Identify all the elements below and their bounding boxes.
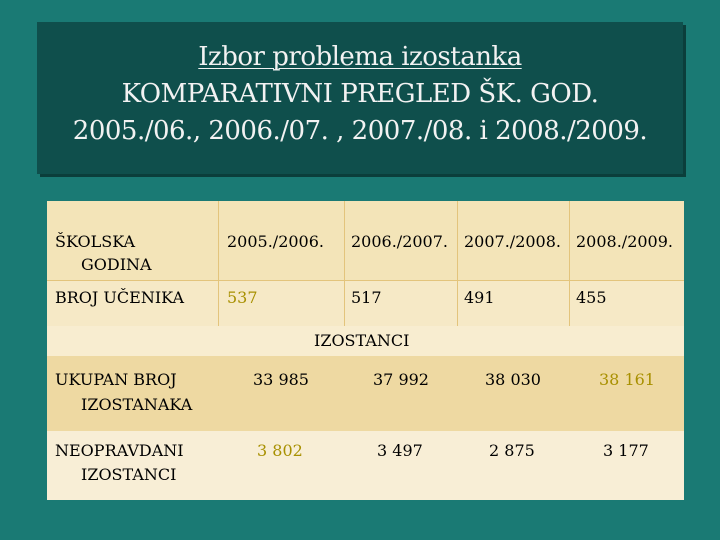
izostanci-section-label: IZOSTANCI [314, 331, 410, 350]
comparison-table: ŠKOLSKA GODINA 2005./2006. 2006./2007. 2… [47, 201, 684, 500]
students-2005-2006: 537 [227, 288, 258, 307]
title-line-1: Izbor problema izostanka [198, 42, 522, 72]
total-2006-2007: 37 992 [373, 370, 429, 389]
students-label: BROJ UČENIKA [55, 288, 185, 307]
students-2006-2007: 517 [351, 288, 382, 307]
unexcused-2008-2009: 3 177 [603, 441, 649, 460]
unexcused-2007-2008: 2 875 [489, 441, 535, 460]
header-row-bg [47, 201, 684, 280]
total-2007-2008: 38 030 [485, 370, 541, 389]
slide-title: Izbor problema izostanka KOMPARATIVNI PR… [37, 22, 683, 174]
title-line-2: KOMPARATIVNI PREGLED ŠK. GOD. [121, 79, 599, 109]
header-label: ŠKOLSKA [55, 232, 136, 251]
unexcused-row-bg [47, 431, 684, 500]
total-absences-label: UKUPAN BROJ [55, 370, 177, 389]
total-absences-label-line2: IZOSTANAKA [81, 395, 193, 414]
year-2008-2009: 2008./2009. [576, 232, 673, 251]
year-2007-2008: 2007./2008. [464, 232, 561, 251]
unexcused-2006-2007: 3 497 [377, 441, 423, 460]
izostanci-band [47, 326, 684, 356]
year-2006-2007: 2006./2007. [351, 232, 448, 251]
header-label-line2: GODINA [81, 255, 152, 274]
students-2008-2009: 455 [576, 288, 607, 307]
year-2005-2006: 2005./2006. [227, 232, 324, 251]
unexcused-2005-2006: 3 802 [257, 441, 303, 460]
total-2005-2006: 33 985 [253, 370, 309, 389]
students-row-bg [47, 280, 684, 326]
total-row-bg [47, 356, 684, 431]
unexcused-label: NEOPRAVDANI [55, 441, 184, 460]
total-2008-2009: 38 161 [599, 370, 655, 389]
students-2007-2008: 491 [464, 288, 495, 307]
unexcused-label-line2: IZOSTANCI [81, 465, 177, 484]
title-line-3: 2005./06., 2006./07. , 2007./08. i 2008.… [72, 116, 648, 146]
